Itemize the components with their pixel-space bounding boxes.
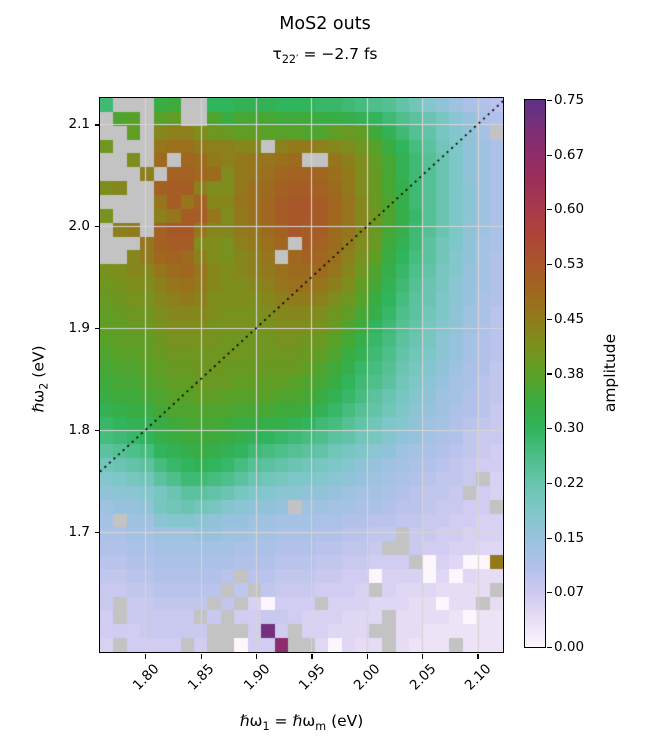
colorbar-tick-mark: [547, 373, 552, 375]
y-tick-mark: [94, 328, 99, 330]
x-tick-label-1.80: 1.80: [129, 661, 163, 694]
y-tick-mark: [94, 531, 99, 533]
x-tick-label-2.05: 2.05: [406, 661, 440, 694]
tau-symbol: τ: [272, 45, 282, 63]
x-tick-label-1.85: 1.85: [184, 661, 218, 694]
x-tick-label-2.00: 2.00: [351, 661, 384, 694]
x-tick-mark: [477, 654, 479, 659]
y-tick-label-2.1: 2.1: [68, 116, 90, 133]
colorbar-tick-mark: [547, 99, 552, 102]
colorbar-gradient: [525, 100, 545, 647]
x-tick-mark: [200, 654, 202, 659]
y-tick-mark: [94, 429, 99, 432]
colorbar-tick-mark: [547, 428, 552, 430]
colorbar-tick-label-0.30: 0.30: [554, 420, 585, 437]
subtitle: τ22′ = −2.7 fs: [0, 44, 650, 70]
colorbar-tick-mark: [547, 154, 552, 156]
y-tick-mark: [94, 226, 99, 228]
colorbar-tick-label-0.00: 0.00: [554, 639, 585, 655]
colorbar-label: amplitude: [601, 333, 619, 413]
plot-area: [99, 97, 504, 653]
colorbar-tick-mark: [547, 318, 552, 320]
colorbar-tick-label-0.60: 0.60: [554, 201, 585, 218]
x-tick-mark: [366, 654, 368, 659]
page-title: MoS2 outs: [279, 14, 371, 34]
colorbar-tick-label-0.22: 0.22: [554, 474, 585, 491]
y-tick-label-1.8: 1.8: [68, 421, 90, 438]
y-tick-label-2.0: 2.0: [68, 218, 90, 235]
x-tick-label-1.95: 1.95: [295, 661, 329, 694]
colorbar-tick-label-0.07: 0.07: [554, 584, 585, 601]
colorbar-tick-label-0.38: 0.38: [554, 365, 585, 382]
tau-subscript: 22′: [281, 53, 299, 67]
y-tick-label-1.9: 1.9: [68, 320, 90, 337]
x-tick-mark: [256, 654, 258, 659]
heatmap-canvas: [100, 98, 503, 652]
colorbar: [524, 99, 546, 648]
colorbar-tick-label-0.45: 0.45: [554, 310, 585, 327]
y-axis-label: ℏω2 (eV): [29, 345, 51, 413]
x-tick-label-1.90: 1.90: [240, 661, 273, 694]
colorbar-tick-mark: [547, 264, 552, 266]
colorbar-tick-label-0.67: 0.67: [554, 146, 585, 163]
colorbar-tick-mark: [547, 209, 552, 211]
colorbar-tick-mark: [547, 592, 552, 594]
x-tick-mark: [422, 654, 424, 659]
x-tick-label-2.10: 2.10: [461, 661, 495, 694]
colorbar-tick-mark: [547, 537, 552, 539]
colorbar-tick-mark: [547, 482, 552, 484]
x-axis-label: ℏω1 = ℏωm (eV): [239, 712, 364, 734]
colorbar-tick-label-0.53: 0.53: [554, 256, 585, 273]
colorbar-tick-label-0.75: 0.75: [554, 92, 585, 108]
x-tick-mark: [145, 654, 147, 659]
y-tick-mark: [94, 124, 99, 126]
colorbar-tick-mark: [547, 646, 552, 649]
colorbar-tick-label-0.15: 0.15: [554, 529, 585, 546]
x-tick-mark: [311, 654, 313, 659]
tau-value: = −2.7 fs: [298, 45, 378, 63]
y-tick-label-1.7: 1.7: [68, 523, 90, 540]
